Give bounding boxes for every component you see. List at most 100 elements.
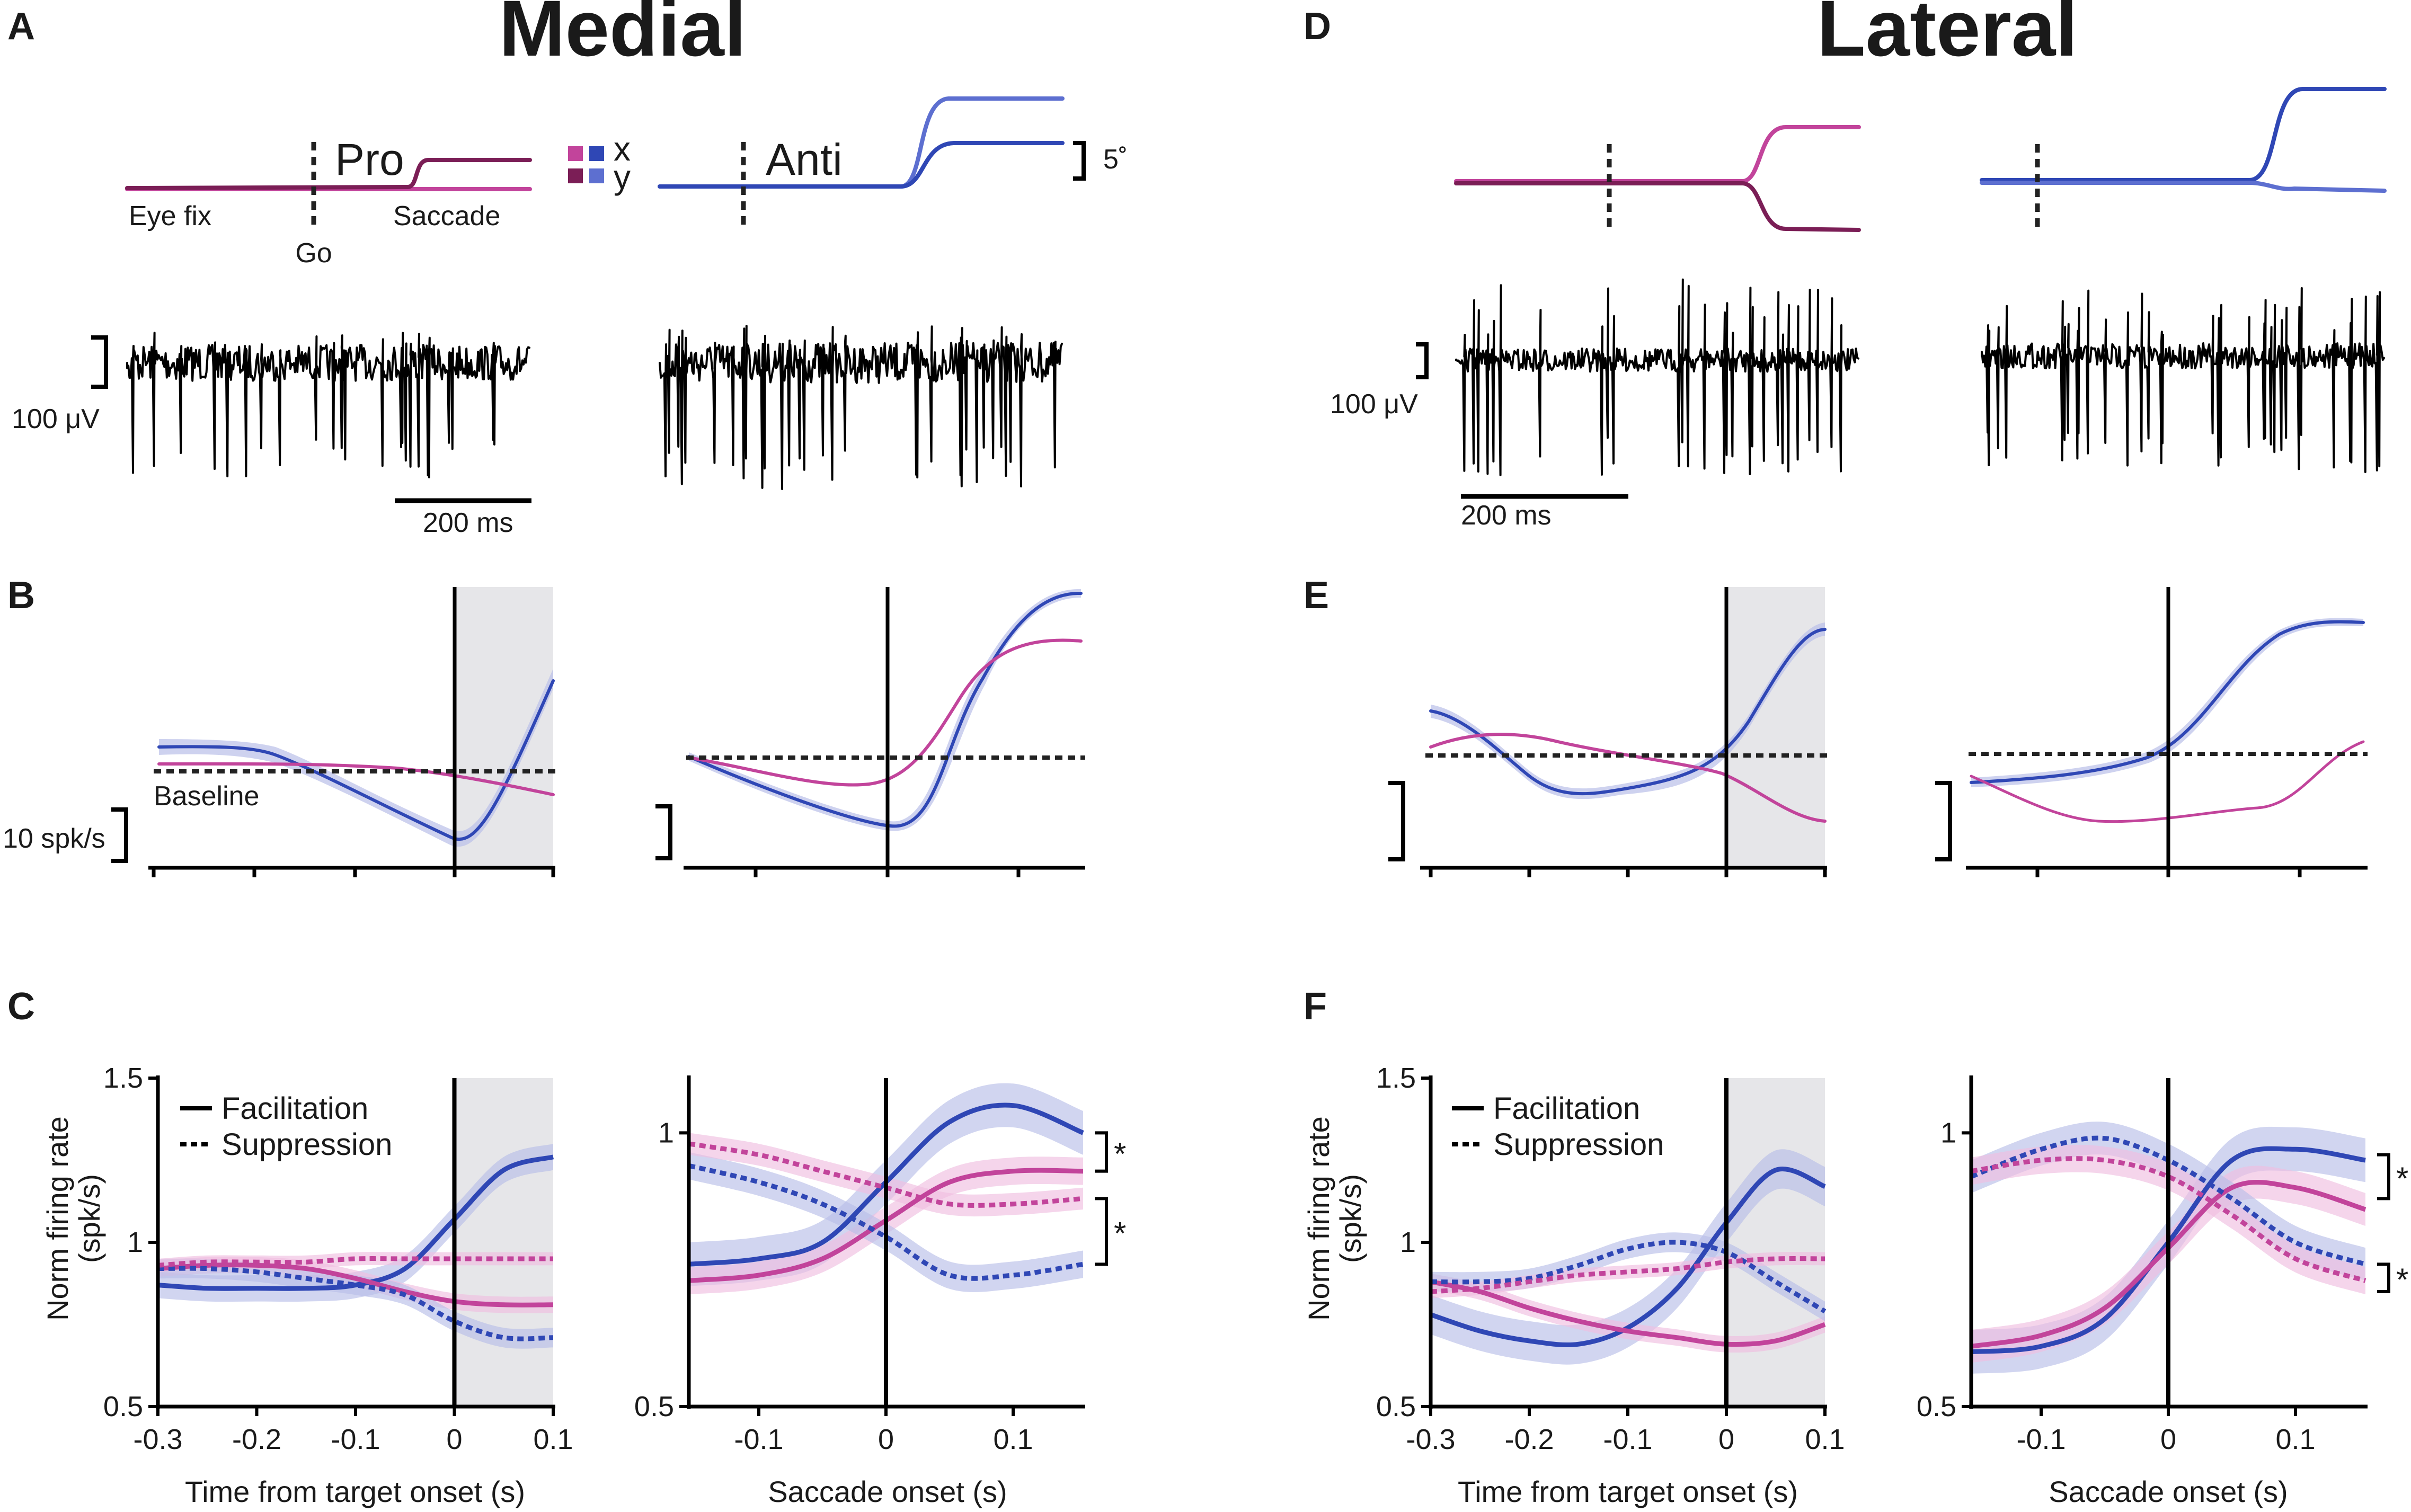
c-right-significance-bracket (1095, 1131, 1108, 1173)
f-left-y-tick-label: 1 (1400, 1226, 1416, 1258)
eye-fix-label: Eye fix (129, 201, 211, 232)
panel-letter-e: E (1304, 574, 1329, 617)
b-right-magenta-trace (687, 638, 1083, 787)
go-label: Go (295, 238, 332, 269)
b-right-rate-scale-bar (655, 804, 672, 860)
anti-spike-trace (659, 325, 1063, 490)
c-right-plot: -0.1 0 0.1 0.5 1 * * (634, 1075, 1126, 1455)
c-right-magenta-dotted-band (689, 1133, 1083, 1217)
b-right-blue-band (689, 589, 1081, 831)
c-ylabel-line2: (spk/s) (73, 1174, 106, 1263)
c-ylabel-line1: Norm firing rate (41, 1116, 74, 1321)
b-rate-scale-label: 10 spk/s (3, 823, 105, 854)
f-right-xlabel: Saccade onset (s) (2049, 1475, 2288, 1508)
f-left-y-tick-label: 0.5 (1376, 1391, 1416, 1422)
legend-facilitation-label: Facilitation (1493, 1091, 1640, 1126)
f-left-x-tick-label: -0.2 (1504, 1424, 1554, 1455)
f-right-y-tick-label: 1 (1940, 1117, 1956, 1149)
panel-d: 100 μV 200 ms (1330, 87, 2387, 531)
panel-letter-a: A (7, 5, 35, 48)
panel-letter-b: B (7, 574, 35, 617)
panel-letter-c: C (7, 985, 35, 1028)
c-right-xlabel: Saccade onset (s) (768, 1475, 1007, 1508)
b-left-shaded-region (455, 587, 553, 868)
b-rate-scale-bar (111, 807, 128, 863)
b-right-blue-trace (687, 591, 1083, 828)
lateral-voltage-scale-bar (1416, 342, 1429, 379)
square-icon (568, 168, 583, 183)
lateral-time-scale-label: 200 ms (1461, 500, 1552, 531)
legend-suppression-label: Suppression (1493, 1127, 1664, 1162)
f-right-magenta-solid-band (1971, 1166, 2365, 1363)
f-left-blue-suppression-line (1430, 1240, 1827, 1314)
anti-eye-x-trace (658, 141, 1065, 189)
f-right-significance-bracket (2377, 1262, 2390, 1293)
c-left-xlabel: Time from target onset (s) (185, 1475, 525, 1508)
panel-a: Pro Eye fix Go Saccade x y Anti 5˚ 100 μ… (12, 96, 1128, 538)
c-left-magenta-suppression-line (157, 1256, 553, 1268)
c-left-y-tick-label: 1 (127, 1226, 143, 1258)
f-right-significance-star: * (2396, 1161, 2408, 1196)
f-right-x-tick-label: 0.1 (2275, 1424, 2315, 1455)
f-left-x-tick-label: -0.1 (1603, 1424, 1652, 1455)
pro-spike-trace (126, 332, 530, 478)
c-right-y-tick-label: 0.5 (634, 1391, 674, 1422)
c-right-significance-bracket (1095, 1197, 1108, 1266)
anti-label: Anti (766, 135, 843, 184)
legend-facilitation-label: Facilitation (221, 1091, 368, 1126)
legend-x-label: x (614, 130, 631, 168)
pro-label: Pro (335, 135, 404, 184)
saccade-label: Saccade (393, 201, 500, 232)
e-right-blue-trace (1970, 620, 2365, 784)
f-left-plot: -0.3 -0.2 -0.1 0 0.1 0.5 1 1.5 (1376, 1062, 1845, 1455)
legend-y-label: y (614, 158, 631, 196)
e-left-rate-scale-bar (1388, 781, 1405, 861)
c-right-significance-star: * (1114, 1136, 1126, 1172)
c-right-blue-dotted-band (689, 1152, 1083, 1293)
e-left-magenta-trace (1429, 733, 1827, 823)
c-left-plot: -0.3 -0.2 -0.1 0 0.1 0.5 1 1.5 (103, 1062, 573, 1455)
eye-scale-bar (1073, 141, 1086, 181)
c-right-y-tick-label: 1 (658, 1117, 674, 1149)
c-left-x-tick-label: -0.1 (331, 1424, 380, 1455)
f-left-magenta-facilitation-line (1430, 1279, 1826, 1347)
lateral-left-spike-trace (1455, 278, 1859, 476)
f-left-shaded-region (1726, 1078, 1825, 1407)
eye-scale-label: 5˚ (1103, 144, 1128, 175)
f-right-magenta-suppression-line (1971, 1156, 2366, 1283)
f-right-x-tick-label: -0.1 (2016, 1424, 2066, 1455)
c-left-y-tick-label: 1.5 (103, 1062, 143, 1094)
c-left-x-tick-label: 0 (446, 1424, 462, 1455)
f-left-x-tick-label: -0.3 (1406, 1424, 1455, 1455)
f-left-x-tick-label: 0.1 (1805, 1424, 1845, 1455)
square-icon (589, 146, 604, 161)
lateral-left-eye-x-trace (1454, 125, 1861, 183)
c-left-blue-suppression-line (157, 1266, 554, 1341)
square-icon (589, 168, 604, 183)
b-left-blue-trace (157, 679, 555, 841)
baseline-label: Baseline (154, 781, 259, 812)
f-ylabel-line1: Norm firing rate (1302, 1116, 1335, 1321)
f-left-xlabel: Time from target onset (s) (1458, 1475, 1798, 1508)
lateral-right-eye-y-trace (1980, 181, 2387, 193)
lateral-left-eye-y-trace (1454, 181, 1861, 232)
f-left-blue-facilitation-line (1430, 1167, 1826, 1348)
lateral-title: Lateral (1817, 0, 2078, 73)
voltage-scale-bar (91, 335, 108, 389)
f-left-x-tick-label: 0 (1718, 1424, 1734, 1455)
lateral-right-spike-trace (1981, 287, 2385, 473)
e-right-magenta-trace (1970, 740, 2365, 823)
panel-f-labels: Norm firing rate (spk/s) Time from targe… (1302, 1091, 2288, 1508)
c-right-significance-star: * (1114, 1215, 1126, 1251)
c-left-shaded-region (454, 1078, 553, 1407)
lateral-voltage-scale-label: 100 μV (1330, 389, 1418, 420)
e-right-rate-scale-bar (1935, 781, 1952, 861)
b-left-magenta-trace (157, 762, 555, 796)
panel-b: Baseline 10 spk/s (3, 587, 1085, 877)
c-left-x-tick-label: -0.3 (133, 1424, 182, 1455)
f-right-y-tick-label: 0.5 (1917, 1391, 1956, 1422)
medial-title: Medial (499, 0, 747, 73)
c-left-x-tick-label: 0.1 (533, 1424, 573, 1455)
f-right-plot: -0.1 0 0.1 0.5 1 * * (1917, 1075, 2408, 1455)
panel-letter-f: F (1304, 985, 1327, 1028)
